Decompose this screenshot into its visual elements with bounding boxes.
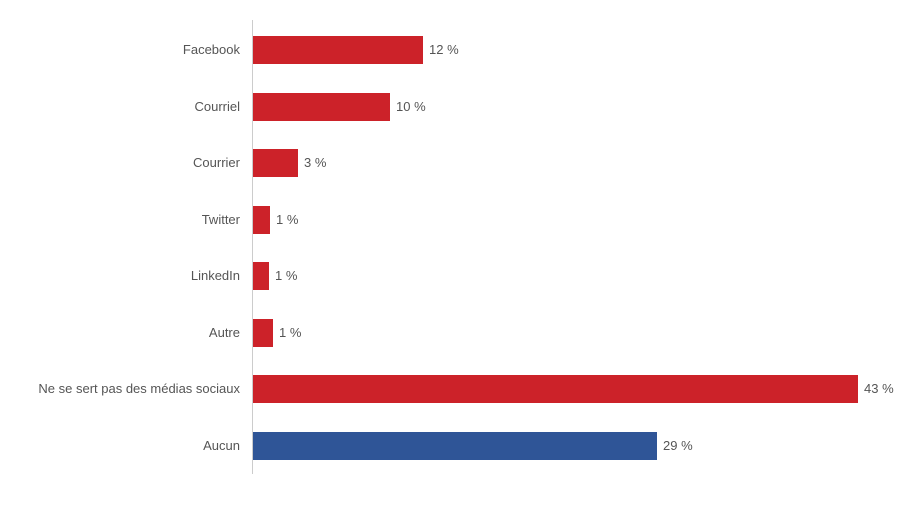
category-label: Facebook (182, 42, 240, 57)
bar (253, 93, 390, 121)
bar (253, 262, 269, 290)
category-label: LinkedIn (190, 268, 240, 283)
category-label: Twitter (201, 212, 240, 227)
value-label: 3 % (304, 155, 327, 170)
bar-row: Aucun 29 % (0, 432, 900, 460)
bar-row: Facebook 12 % (0, 36, 900, 64)
value-label: 29 % (663, 438, 693, 453)
value-label: 1 % (279, 325, 302, 340)
y-axis-line (252, 20, 253, 474)
category-label: Ne se sert pas des médias sociaux (38, 381, 240, 396)
bar-row: Autre 1 % (0, 319, 900, 347)
bar-row: Courrier 3 % (0, 149, 900, 177)
category-label: Aucun (203, 438, 240, 453)
value-label: 10 % (396, 99, 426, 114)
bar (253, 36, 423, 64)
category-label: Courrier (193, 155, 240, 170)
bar-row: Twitter 1 % (0, 206, 900, 234)
bar-row: Ne se sert pas des médias sociaux 43 % (0, 375, 900, 403)
value-label: 1 % (275, 268, 298, 283)
value-label: 1 % (276, 212, 299, 227)
bar-row: Courriel 10 % (0, 93, 900, 121)
bar (253, 432, 657, 460)
bar (253, 375, 858, 403)
bar (253, 206, 270, 234)
value-label: 12 % (429, 42, 459, 57)
category-label: Courriel (194, 99, 240, 114)
bar (253, 149, 298, 177)
bar (253, 319, 273, 347)
bar-row: LinkedIn 1 % (0, 262, 900, 290)
value-label: 43 % (864, 381, 894, 396)
category-label: Autre (208, 325, 240, 340)
